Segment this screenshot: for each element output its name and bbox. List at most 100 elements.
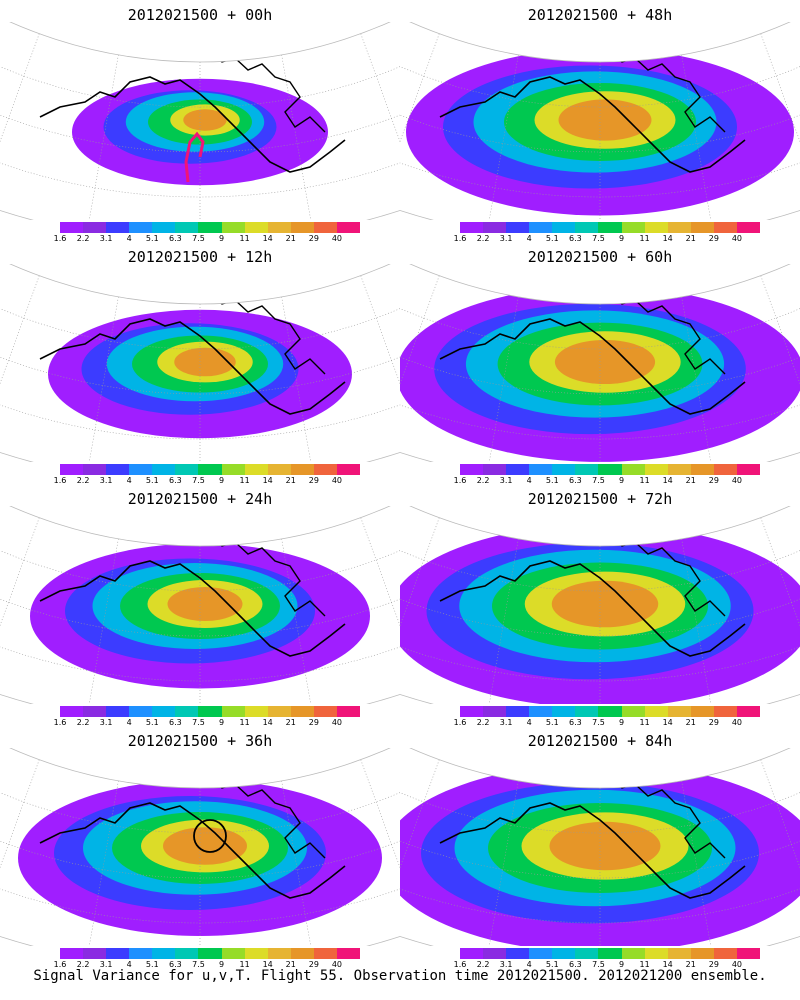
colorbar-tick-label: 21: [685, 476, 696, 485]
colorbar-tick-label: 3.1: [499, 234, 513, 243]
colorbar-segment: [336, 706, 361, 717]
colorbar-tick-label: 4: [126, 960, 132, 969]
colorbar-segment: [529, 222, 553, 233]
colorbar-tick-label: 3.1: [499, 960, 513, 969]
colorbar-segment: [575, 464, 599, 475]
forecast-panel: 2012021500 + 24h 1.6 2.2 3.1 4 5.1 6.3 7.5 9 11 14…: [0, 484, 400, 728]
variance-map: [0, 748, 400, 946]
colorbar-segment: [713, 948, 738, 959]
colorbar-segment: [198, 948, 223, 959]
colorbar-tick-label: 5.1: [145, 476, 159, 485]
colorbar-segment: [575, 948, 599, 959]
panel-title: 2012021500 + 24h: [127, 490, 273, 508]
colorbar: [60, 464, 361, 475]
colorbar-segment: [221, 222, 246, 233]
colorbar-segment: [267, 948, 292, 959]
variance-map: [400, 264, 800, 462]
colorbar-tick-label: 7.5: [192, 234, 205, 243]
panel-title: 2012021500 + 12h: [127, 248, 273, 266]
colorbar-segment: [598, 222, 623, 233]
colorbar-tick-label: 29: [708, 718, 719, 727]
colorbar-tick-label: 6.3: [169, 960, 182, 969]
colorbar-segment: [60, 706, 84, 717]
colorbar-segment: [83, 222, 107, 233]
colorbar-ticks: 1.6 2.2 3.1 4 5.1 6.3 7.5 9 11 14 21 29 40: [454, 718, 760, 728]
colorbar-tick-label: 4: [526, 718, 532, 727]
colorbar-tick-label: 9: [618, 718, 625, 727]
colorbar-segment: [290, 948, 315, 959]
colorbar-segment: [106, 222, 130, 233]
colorbar-tick-label: 3.1: [99, 476, 113, 485]
colorbar-segment: [736, 464, 761, 475]
colorbar-segment: [290, 222, 315, 233]
colorbar-segment: [83, 464, 107, 475]
colorbar-tick-label: 1.6: [53, 234, 67, 243]
colorbar-tick-label: 1.6: [453, 960, 467, 969]
colorbar-tick-label: 11: [239, 476, 250, 485]
flight-track: [184, 131, 205, 183]
colorbar-ticks: 1.6 2.2 3.1 4 5.1 6.3 7.5 9 11 14 21 29 40: [54, 718, 360, 728]
colorbar-tick-label: 5.1: [145, 718, 159, 727]
colorbar-segment: [175, 948, 199, 959]
colorbar: [460, 222, 761, 233]
colorbar-segment: [667, 948, 692, 959]
colorbar-segment: [267, 706, 292, 717]
colorbar-segment: [483, 948, 507, 959]
colorbar-tick-label: 7.5: [592, 476, 605, 485]
colorbar-segment: [736, 222, 761, 233]
colorbar-tick-label: 14: [262, 718, 273, 727]
colorbar-segment: [221, 706, 246, 717]
colorbar-tick-label: 9: [218, 234, 225, 243]
colorbar-tick-label: 14: [662, 476, 673, 485]
colorbar-ticks: 1.6 2.2 3.1 4 5.1 6.3 7.5 9 11 14 21 29 40: [454, 234, 760, 244]
colorbar-segment: [60, 948, 84, 959]
colorbar-segment: [129, 464, 153, 475]
colorbar-tick-label: 14: [662, 718, 673, 727]
variance-map: [400, 748, 800, 946]
colorbar-segment: [598, 464, 623, 475]
colorbar-segment: [336, 464, 361, 475]
colorbar-segment: [106, 464, 130, 475]
colorbar-tick-label: 9: [218, 960, 225, 969]
colorbar-segment: [667, 222, 692, 233]
colorbar-segment: [244, 706, 269, 717]
forecast-panel: 2012021500 + 48h 1.6 2.2 3.1 4 5.1 6.3 7.5 9 11 14…: [400, 0, 800, 244]
colorbar-tick-label: 1.6: [453, 234, 467, 243]
colorbar-segment: [129, 948, 153, 959]
colorbar-tick-label: 6.3: [169, 234, 182, 243]
colorbar-segment: [198, 222, 223, 233]
colorbar-segment: [483, 706, 507, 717]
colorbar-tick-label: 9: [618, 476, 625, 485]
colorbar-segment: [290, 706, 315, 717]
colorbar-tick-label: 7.5: [192, 476, 205, 485]
colorbar-tick-label: 21: [685, 960, 696, 969]
colorbar-segment: [460, 706, 484, 717]
colorbar-ticks: 1.6 2.2 3.1 4 5.1 6.3 7.5 9 11 14 21 29 40: [54, 234, 360, 244]
colorbar: [60, 706, 361, 717]
colorbar-segment: [313, 706, 338, 717]
colorbar-segment: [690, 706, 715, 717]
colorbar-tick-label: 9: [218, 476, 225, 485]
colorbar-tick-label: 9: [218, 718, 225, 727]
colorbar-segment: [60, 222, 84, 233]
colorbar-tick-label: 5.1: [145, 234, 159, 243]
colorbar-tick-label: 29: [308, 234, 319, 243]
colorbar-tick-label: 6.3: [569, 234, 582, 243]
colorbar-tick-label: 5.1: [545, 234, 559, 243]
colorbar-segment: [598, 706, 623, 717]
colorbar-segment: [690, 464, 715, 475]
forecast-panel: 2012021500 + 12h 1.6 2.2 3.1 4 5.1 6.3 7.5 9 11 14…: [0, 242, 400, 485]
colorbar-ticks: 1.6 2.2 3.1 4 5.1 6.3 7.5 9 11 14 21 29 40: [54, 960, 360, 970]
colorbar-segment: [506, 464, 530, 475]
colorbar-segment: [175, 464, 199, 475]
colorbar-tick-label: 40: [731, 718, 743, 727]
colorbar-tick-label: 5.1: [145, 960, 159, 969]
colorbar-segment: [244, 948, 269, 959]
colorbar-tick-label: 11: [239, 960, 250, 969]
colorbar-segment: [267, 222, 292, 233]
colorbar-tick-label: 11: [239, 718, 250, 727]
colorbar-tick-label: 4: [126, 718, 132, 727]
variance-map: [0, 506, 400, 704]
colorbar-segment: [483, 464, 507, 475]
colorbar: [60, 222, 361, 233]
